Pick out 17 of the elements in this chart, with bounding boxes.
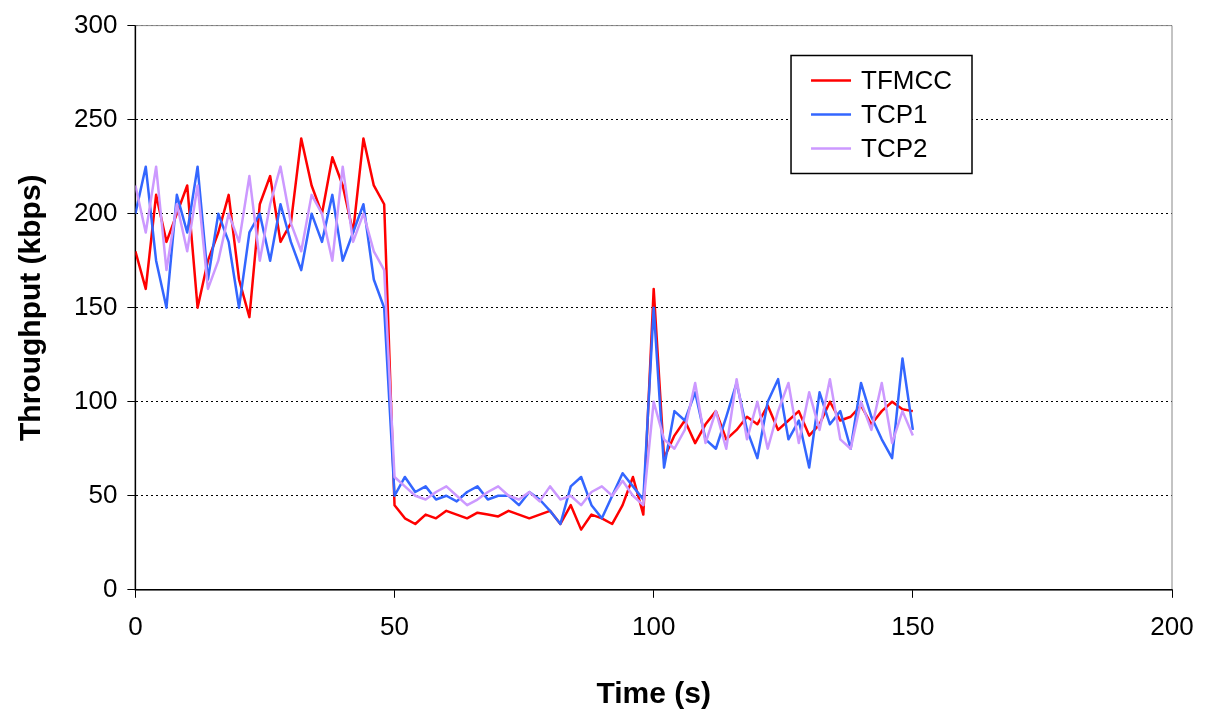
legend-label: TFMCC [861,64,953,95]
x-tick-label: 50 [380,610,409,641]
legend-label: TCP2 [861,132,928,163]
y-tick-label: 200 [73,196,118,227]
y-tick-label: 300 [73,8,118,39]
y-tick-label: 150 [73,290,118,321]
y-tick-label: 0 [102,572,118,603]
legend-label: TCP1 [861,98,928,129]
x-axis-title: Time (s) [596,676,711,710]
y-tick-label: 50 [88,478,118,509]
x-tick-label: 200 [1150,610,1194,641]
y-tick-label: 250 [73,102,118,133]
x-tick-label: 0 [128,610,143,641]
x-tick-label: 100 [631,610,676,641]
y-axis-title: Throughput (kbps) [13,174,47,441]
x-tick-label: 150 [891,610,935,641]
y-tick-label: 100 [73,384,118,415]
